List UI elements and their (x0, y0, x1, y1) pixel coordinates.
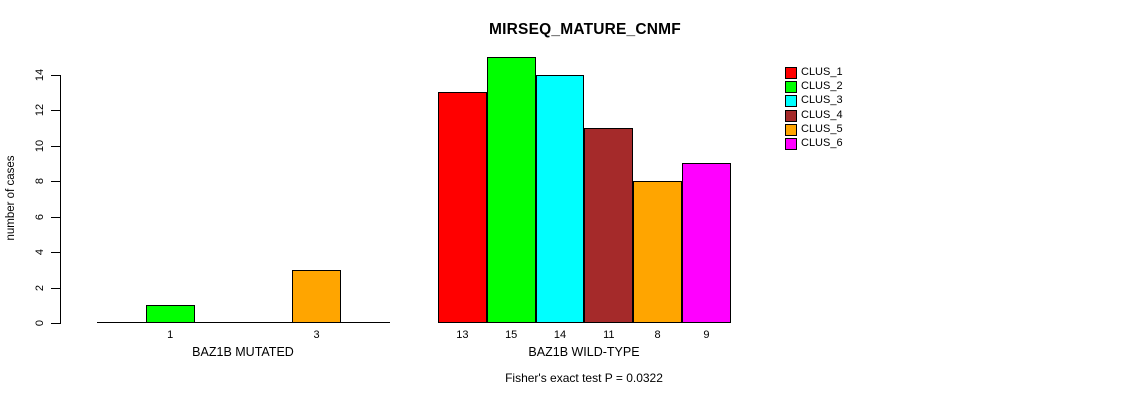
bar-value-label: 13 (456, 329, 469, 341)
chart-title: MIRSEQ_MATURE_CNMF (489, 21, 681, 38)
bar-value-label: 1 (167, 329, 174, 341)
legend-item-clus-3: CLUS_3 (785, 94, 843, 107)
zero-height-bar (97, 322, 146, 323)
y-tick-label: 0 (34, 319, 46, 327)
bar-value-label: 3 (313, 329, 320, 341)
legend-item-clus-6: CLUS_6 (785, 137, 843, 150)
y-axis-label: number of cases (5, 155, 17, 241)
y-tick (51, 252, 60, 253)
legend-item-clus-1: CLUS_1 (785, 66, 843, 79)
y-tick (51, 74, 60, 76)
legend-label: CLUS_2 (801, 80, 843, 92)
y-tick (51, 181, 60, 182)
bar-clus_3 (535, 74, 585, 323)
legend-label: CLUS_1 (801, 66, 843, 78)
bar-value-label: 15 (505, 329, 518, 341)
y-tick-label: 6 (34, 213, 46, 220)
y-tick-label: 8 (34, 177, 46, 185)
fisher-test-annotation: Fisher's exact test P = 0.0322 (505, 371, 663, 385)
y-tick-label: 14 (34, 68, 46, 81)
bar-clus_4 (584, 127, 634, 323)
legend-item-clus-4: CLUS_4 (785, 109, 843, 122)
legend-swatch-icon (785, 94, 797, 107)
legend-swatch-icon (785, 123, 797, 136)
y-axis-line (60, 74, 61, 324)
legend-swatch-icon (785, 137, 797, 150)
y-tick (51, 323, 60, 324)
y-tick-label: 10 (34, 139, 46, 152)
y-tick-label: 12 (34, 103, 46, 117)
legend-label: CLUS_4 (801, 109, 843, 121)
y-tick (51, 110, 60, 111)
legend-item-clus-5: CLUS_5 (785, 123, 843, 136)
bar-clus_6 (682, 163, 731, 323)
legend-swatch-icon (785, 109, 797, 122)
bar-clus_2 (145, 305, 195, 323)
y-tick (51, 216, 60, 218)
zero-height-bar (194, 322, 244, 323)
group-label-mutated: BAZ1B MUTATED (192, 345, 294, 359)
legend-label: CLUS_3 (801, 94, 843, 106)
legend-swatch-icon (785, 66, 797, 79)
zero-height-bar (243, 322, 293, 323)
bar-value-label: 8 (654, 329, 661, 341)
y-tick-label: 2 (34, 284, 46, 291)
zero-height-bar (341, 322, 390, 323)
legend-label: CLUS_5 (801, 123, 843, 135)
legend-item-clus-2: CLUS_2 (785, 80, 843, 93)
y-tick (51, 287, 60, 289)
y-tick-label: 4 (34, 248, 46, 256)
bar-value-label: 14 (553, 329, 567, 341)
bar-clus_1 (438, 92, 487, 323)
bar-value-label: 11 (603, 329, 615, 341)
group-label-wild-type: BAZ1B WILD-TYPE (528, 345, 640, 359)
legend-label: CLUS_6 (801, 137, 843, 149)
bar-value-label: 9 (703, 329, 710, 341)
bar-clus_5 (292, 269, 341, 323)
bar-clus_2 (486, 56, 536, 323)
legend-swatch-icon (785, 80, 797, 93)
y-tick (51, 145, 60, 147)
bar-clus_5 (633, 181, 682, 323)
